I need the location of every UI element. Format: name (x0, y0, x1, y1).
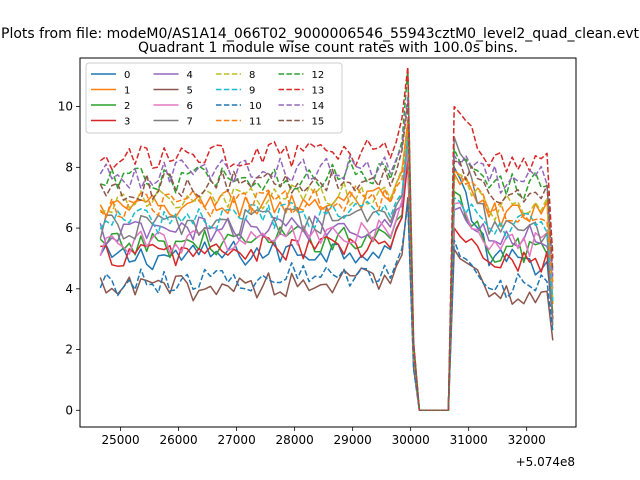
legend-label-4: 4 (187, 70, 193, 81)
x-tick-label: 25000 (102, 433, 140, 447)
legend-label-11: 11 (249, 117, 262, 128)
x-tick-label: 31000 (450, 433, 488, 447)
series-group (99, 66, 554, 412)
y-tick-label: 2 (65, 343, 73, 357)
x-tick-label: 27000 (218, 433, 256, 447)
legend-label-7: 7 (187, 117, 193, 128)
legend-label-1: 1 (124, 86, 130, 97)
y-tick-label: 6 (65, 221, 73, 235)
legend-label-5: 5 (187, 86, 193, 97)
series-line-9 (99, 136, 554, 412)
figure-suptitle: Plots from file: modeM0/AS1A14_066T02_90… (1, 26, 639, 42)
series-line-14 (99, 96, 554, 412)
y-tick-label: 10 (58, 100, 73, 114)
axes-frame (79, 57, 577, 428)
y-tick-label: 0 (65, 403, 73, 417)
series-line-7 (99, 136, 554, 412)
series-line-12 (100, 69, 554, 412)
y-tick-label: 4 (65, 282, 73, 296)
x-axis: 25000 26000 27000 28000 29000 30000 31000 32000 (102, 427, 546, 447)
y-axis: 0 2 4 6 8 10 (58, 100, 80, 417)
y-tick-label: 8 (65, 160, 73, 174)
series-line-3 (100, 160, 554, 412)
series-line-11 (99, 117, 554, 412)
x-tick-label: 28000 (276, 433, 314, 447)
legend-label-2: 2 (124, 101, 130, 112)
series-line-0 (99, 136, 554, 412)
legend-label-6: 6 (187, 101, 193, 112)
legend-label-10: 10 (249, 101, 262, 112)
x-tick-label: 32000 (508, 433, 546, 447)
legend-label-0: 0 (124, 70, 130, 81)
x-tick-label: 30000 (392, 433, 430, 447)
legend-label-3: 3 (124, 117, 130, 128)
plot-area: 25000 26000 27000 28000 29000 30000 31000 32000… (58, 57, 577, 469)
legend-frame (85, 62, 343, 134)
x-tick-label: 29000 (334, 433, 372, 447)
legend-label-13: 13 (312, 86, 325, 97)
series-line-4 (99, 142, 554, 412)
legend-label-15: 15 (312, 117, 325, 128)
legend-label-14: 14 (312, 101, 325, 112)
legend-label-8: 8 (249, 70, 255, 81)
x-tick-label: 26000 (160, 433, 198, 447)
legend-label-12: 12 (312, 70, 325, 81)
series-line-6 (99, 148, 554, 412)
legend-label-9: 9 (249, 86, 255, 97)
series-line-15 (99, 102, 554, 412)
x-offset-label: +5.074e8 (516, 455, 575, 469)
series-line-13 (99, 66, 554, 412)
chart-title: Quadrant 1 module wise count rates with … (138, 40, 518, 56)
series-line-5 (99, 196, 554, 412)
